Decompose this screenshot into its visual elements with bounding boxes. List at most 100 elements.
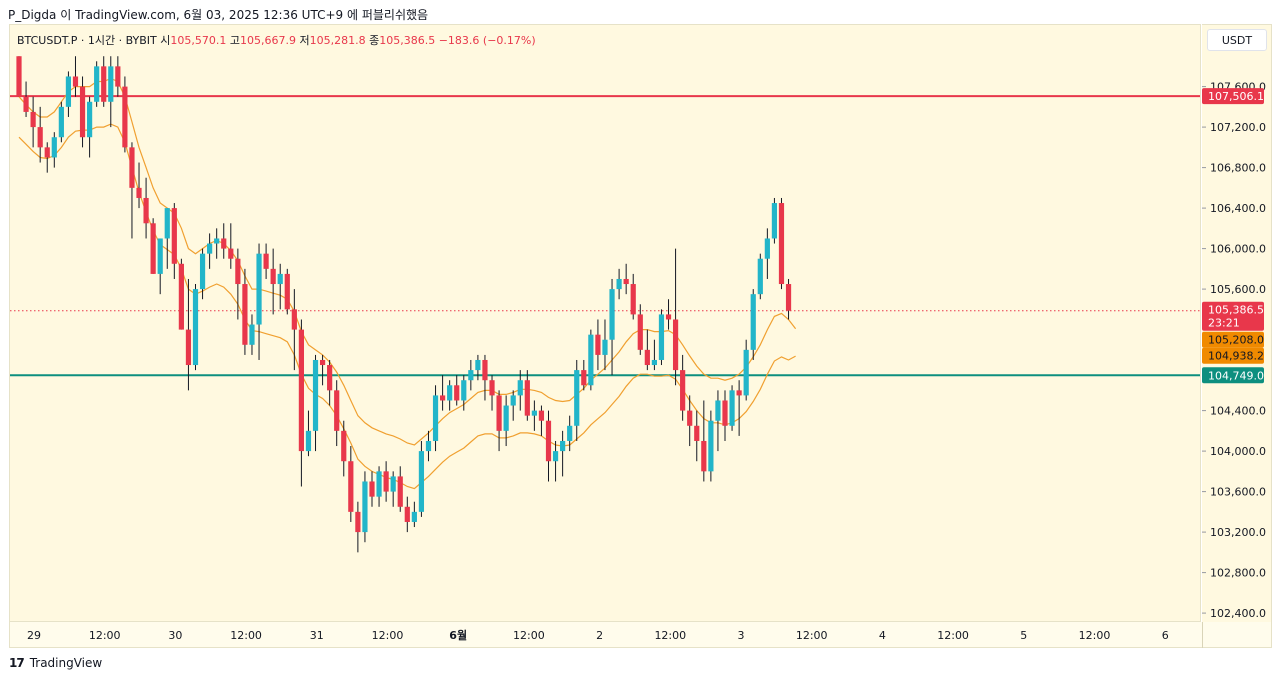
candle-body: [228, 248, 234, 259]
last-price-badge: [1202, 301, 1264, 331]
open-value: 105,570.1: [170, 34, 227, 47]
candle-body: [30, 111, 36, 128]
time-tick-label: 6월: [449, 628, 467, 642]
countdown-label: 23:21: [1208, 317, 1240, 330]
candle: [538, 405, 545, 436]
candle: [94, 61, 100, 107]
time-tick-label: 6: [1162, 629, 1169, 642]
candle-body: [249, 324, 255, 345]
time-tick-label: 5: [1020, 629, 1027, 642]
symbol-name[interactable]: BTCUSDT.P: [17, 34, 78, 47]
candle-body: [432, 395, 439, 441]
candle-body: [567, 425, 573, 441]
candle-body: [383, 471, 389, 492]
candle: [270, 248, 276, 315]
price-tick-label: 104,400.0: [1210, 405, 1266, 418]
axis-corner-separator: [1202, 622, 1203, 648]
candle-body: [630, 284, 636, 315]
candle: [687, 395, 693, 447]
candle: [574, 359, 580, 441]
band-upper-label: 105,208.0: [1208, 334, 1264, 347]
candlestick-chart[interactable]: [10, 25, 1201, 622]
candle-body: [644, 349, 650, 366]
candle-body: [115, 66, 121, 87]
candle: [87, 96, 93, 158]
currency-button[interactable]: USDT: [1207, 29, 1267, 51]
time-axis[interactable]: 29 12:00 30 12:00 31 12:00 6월 12:00 2 12:00 3 12:00…: [9, 622, 1272, 648]
candle: [468, 359, 474, 391]
candle: [122, 76, 128, 153]
candle: [298, 319, 304, 487]
candle: [651, 339, 657, 371]
candle: [750, 289, 756, 360]
candle-body: [51, 137, 57, 158]
candle: [581, 359, 587, 391]
candle: [785, 278, 792, 320]
candle-body: [482, 359, 488, 381]
candle: [214, 228, 220, 259]
candle: [101, 56, 107, 107]
candle: [425, 430, 432, 462]
band-upper-badge: [1202, 331, 1264, 348]
candle-body: [658, 314, 665, 360]
candle-body: [538, 410, 545, 421]
candle: [432, 385, 439, 452]
candle-body: [609, 289, 615, 340]
candle-body: [341, 430, 347, 462]
band-lower-line: [18, 123, 796, 490]
candle-body: [58, 106, 64, 138]
candle-body: [87, 101, 93, 138]
candle-body: [327, 365, 333, 391]
low-value: 105,281.8: [309, 34, 366, 47]
candle-body: [298, 329, 304, 452]
candle: [108, 56, 114, 128]
candle: [496, 390, 502, 452]
band-upper-line: [18, 77, 797, 446]
candle-body: [602, 339, 608, 355]
candle-body: [305, 430, 312, 452]
candle: [23, 81, 29, 117]
candle: [680, 354, 686, 421]
candle-body: [425, 440, 432, 452]
candle: [552, 440, 559, 482]
candle: [242, 268, 248, 355]
candle: [164, 208, 170, 269]
price-tick-label: 102,400.0: [1210, 607, 1266, 620]
candle: [44, 142, 50, 173]
candle-body: [447, 385, 453, 401]
close-value: 105,386.5: [379, 34, 436, 47]
candle-body: [595, 334, 601, 355]
candle-body: [552, 451, 559, 462]
candle: [560, 430, 566, 477]
chart-pane[interactable]: [9, 24, 1201, 622]
candle: [771, 197, 778, 244]
candle-body: [136, 187, 142, 198]
time-tick-label: 12:00: [1079, 629, 1111, 642]
close-label: 종: [369, 34, 380, 47]
candle: [729, 385, 735, 431]
candle-body: [418, 451, 425, 512]
candle: [228, 223, 234, 269]
candle-body: [616, 278, 622, 290]
candle: [489, 375, 495, 411]
candle: [235, 248, 241, 320]
candle: [58, 101, 64, 143]
candle: [708, 410, 714, 482]
candle: [588, 329, 594, 391]
candle: [284, 268, 290, 315]
candle: [341, 420, 347, 477]
candle: [694, 410, 700, 462]
candle-body: [531, 410, 537, 416]
candle: [221, 223, 227, 259]
candle-body: [277, 273, 283, 285]
candle: [207, 233, 213, 269]
candle-body: [129, 147, 135, 188]
candle-body: [588, 334, 594, 386]
candle: [115, 56, 121, 97]
candle-body: [517, 380, 523, 396]
time-axis-svg: 29 12:00 30 12:00 31 12:00 6월 12:00 2 12:00 3 12:00…: [27, 628, 1169, 642]
candle: [390, 471, 396, 507]
price-tick-label: 106,400.0: [1210, 202, 1266, 215]
price-axis[interactable]: 107,600.0 107,200.0 106,800.0 106,400.0 106,…: [1202, 24, 1272, 622]
candle-body: [574, 370, 580, 426]
